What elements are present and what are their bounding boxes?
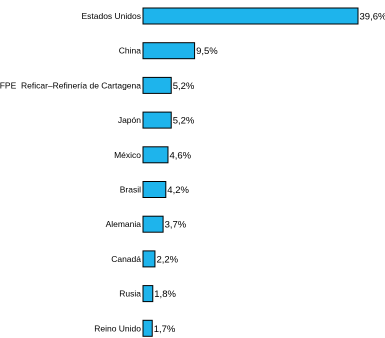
category-label-6: Alemania	[106, 219, 142, 229]
bar-0	[142, 7, 359, 25]
category-label-2: ZFPE Reficar–Refinería de Cartagena	[0, 80, 141, 90]
category-label-5: Brasil	[120, 185, 141, 195]
value-label-9: 1,7%	[154, 324, 176, 335]
category-label-3: Japón	[118, 115, 141, 125]
value-label-7: 2,2%	[156, 254, 178, 265]
value-label-1: 9,5%	[196, 46, 218, 57]
bar-4	[142, 146, 169, 164]
category-label-9: Reino Unido	[94, 323, 141, 333]
bar-7	[142, 250, 156, 268]
category-label-0: Estados Unidos	[81, 11, 141, 21]
value-label-0: 39,6%	[360, 12, 385, 23]
category-label-4: México	[114, 150, 141, 160]
value-label-5: 4,2%	[167, 185, 189, 196]
value-label-2: 5,2%	[173, 81, 195, 92]
chart-marks: Estados Unidos 39,6% China 9,5% ZFPE Reficar…	[0, 7, 385, 337]
value-label-8: 1,8%	[154, 289, 176, 300]
bar-1	[142, 42, 196, 60]
bar-9	[142, 319, 153, 337]
bar-3	[142, 111, 172, 129]
category-label-7: Canadá	[111, 254, 141, 264]
value-label-3: 5,2%	[173, 116, 195, 127]
bar-2	[142, 76, 172, 94]
bar-8	[142, 285, 154, 303]
category-label-1: China	[119, 46, 141, 56]
value-label-6: 3,7%	[165, 220, 187, 231]
bar-6	[142, 215, 164, 233]
value-label-4: 4,6%	[169, 150, 191, 161]
bar-5	[142, 181, 167, 198]
category-label-8: Rusia	[119, 289, 141, 299]
